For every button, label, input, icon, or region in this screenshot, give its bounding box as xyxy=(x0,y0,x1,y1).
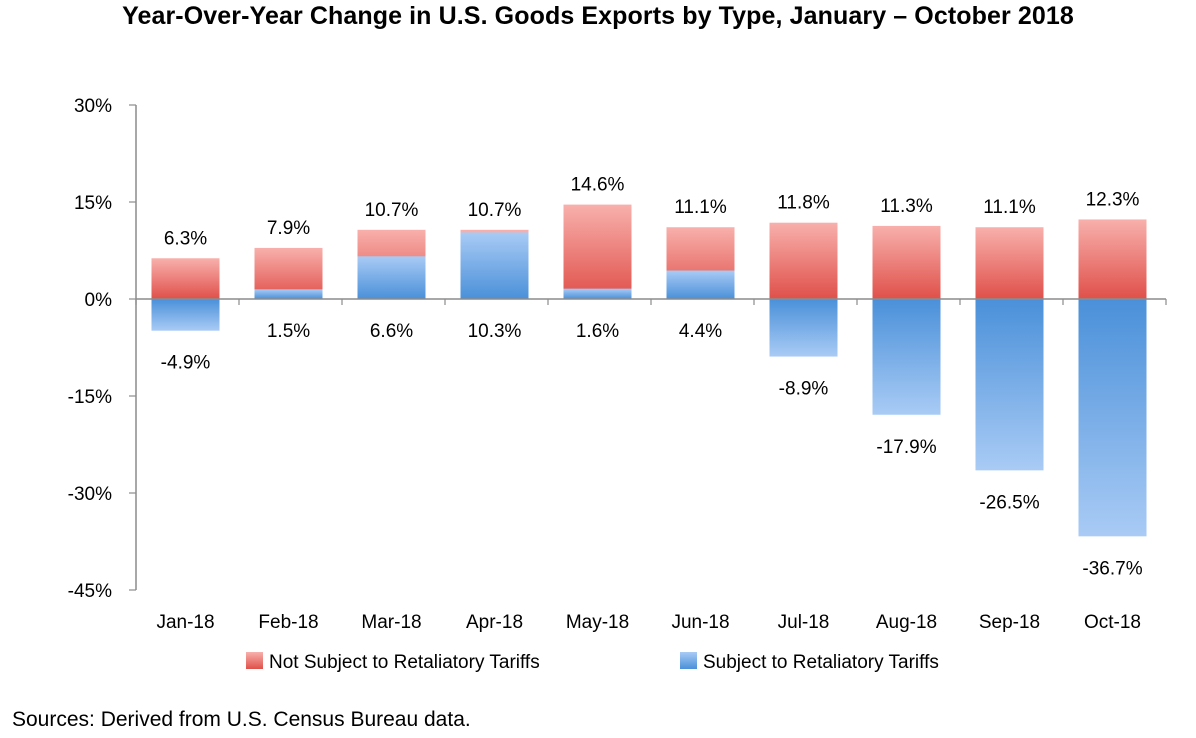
y-tick-label: 15% xyxy=(74,193,112,214)
data-label-not-subject: 12.3% xyxy=(1086,189,1140,210)
data-label-subject: 4.4% xyxy=(679,321,722,342)
legend-label-subject: Subject to Retaliatory Tariffs xyxy=(703,652,939,673)
x-tick-label: Jan-18 xyxy=(156,612,214,633)
bar-not-subject-aug-18 xyxy=(872,225,941,299)
data-label-not-subject: 11.8% xyxy=(777,193,830,214)
data-label-not-subject: 11.3% xyxy=(880,196,933,217)
data-label-subject: 10.3% xyxy=(468,321,522,342)
x-tick-label: Aug-18 xyxy=(876,612,937,633)
y-tick-label: -30% xyxy=(68,484,112,505)
x-tick-label: Feb-18 xyxy=(258,612,318,633)
y-tick-label: -15% xyxy=(68,387,112,408)
bar-subject-oct-18 xyxy=(1078,299,1147,537)
data-label-not-subject: 11.1% xyxy=(983,197,1036,218)
source-note: Sources: Derived from U.S. Census Bureau… xyxy=(12,708,471,731)
x-tick-label: Jun-18 xyxy=(671,612,729,633)
data-label-not-subject: 7.9% xyxy=(267,218,310,239)
bar-not-subject-jan-18 xyxy=(151,258,220,299)
bar-not-subject-may-18 xyxy=(563,204,632,299)
data-label-subject: 1.6% xyxy=(576,321,619,342)
data-label-subject: 6.6% xyxy=(370,321,413,342)
legend-label-not-subject: Not Subject to Retaliatory Tariffs xyxy=(269,652,540,673)
x-tick-label: Sep-18 xyxy=(979,612,1040,633)
data-label-not-subject: 11.1% xyxy=(674,197,727,218)
bar-subject-jun-18 xyxy=(666,270,735,299)
data-label-not-subject: 10.7% xyxy=(468,200,522,221)
y-tick-label: 30% xyxy=(74,96,112,117)
legend-swatch-not-subject xyxy=(246,652,263,669)
x-tick-label: Mar-18 xyxy=(361,612,421,633)
bar-not-subject-jul-18 xyxy=(769,222,838,299)
x-tick-label: Apr-18 xyxy=(466,612,523,633)
data-label-subject: -17.9% xyxy=(876,437,936,458)
bar-subject-apr-18 xyxy=(460,232,529,299)
data-label-subject: -4.9% xyxy=(161,353,211,374)
data-label-subject: -26.5% xyxy=(979,492,1039,513)
bar-subject-feb-18 xyxy=(254,289,323,299)
x-tick-label: Oct-18 xyxy=(1084,612,1141,633)
data-label-not-subject: 10.7% xyxy=(365,200,419,221)
bar-subject-mar-18 xyxy=(357,256,426,299)
y-tick-label: 0% xyxy=(85,290,113,311)
data-label-subject: -36.7% xyxy=(1082,558,1142,579)
x-tick-label: Jul-18 xyxy=(778,612,830,633)
data-label-not-subject: 14.6% xyxy=(571,175,625,196)
bar-subject-aug-18 xyxy=(872,299,941,415)
y-tick-label: -45% xyxy=(68,581,112,602)
bar-subject-sep-18 xyxy=(975,299,1044,471)
data-label-not-subject: 6.3% xyxy=(164,228,207,249)
bar-subject-may-18 xyxy=(563,288,632,299)
bar-not-subject-sep-18 xyxy=(975,227,1044,299)
x-tick-label: May-18 xyxy=(566,612,629,633)
bar-subject-jan-18 xyxy=(151,299,220,331)
chart-title: Year-Over-Year Change in U.S. Goods Expo… xyxy=(122,2,1074,30)
legend-swatch-subject xyxy=(680,652,697,669)
data-label-subject: -8.9% xyxy=(779,379,829,400)
bar-not-subject-oct-18 xyxy=(1078,219,1147,299)
data-label-subject: 1.5% xyxy=(267,321,310,342)
bar-subject-jul-18 xyxy=(769,299,838,357)
